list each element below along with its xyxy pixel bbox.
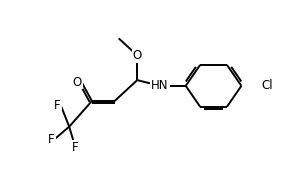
Text: F: F	[48, 132, 55, 146]
Text: F: F	[72, 141, 79, 154]
Text: O: O	[72, 75, 82, 89]
Text: O: O	[133, 49, 142, 62]
Text: HN: HN	[151, 79, 169, 92]
Text: Cl: Cl	[261, 79, 273, 92]
Text: F: F	[54, 99, 61, 112]
